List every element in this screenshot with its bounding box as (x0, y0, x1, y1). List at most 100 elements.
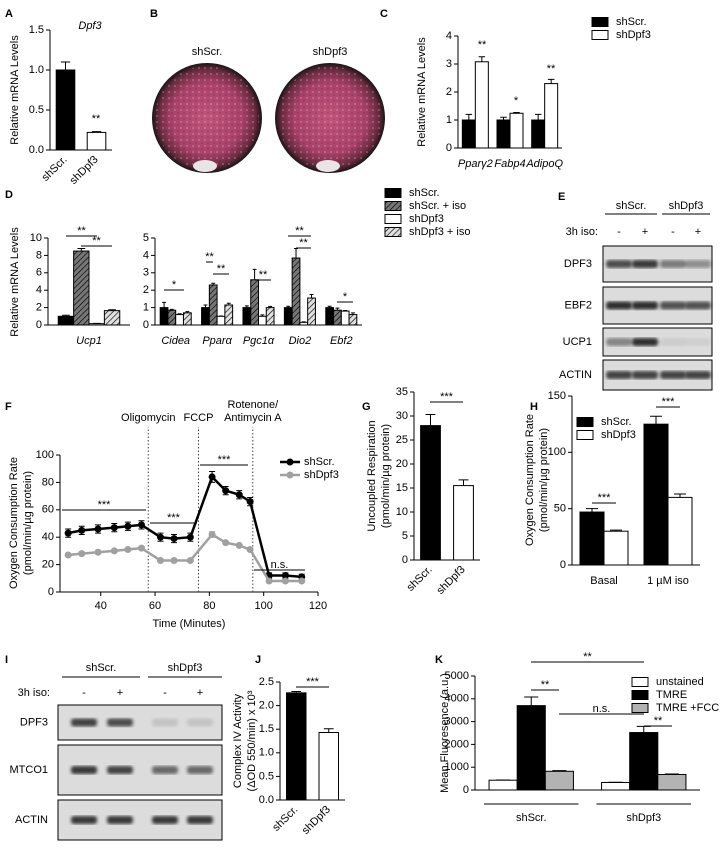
significance-label: ** (541, 679, 550, 691)
bar (509, 112, 524, 149)
blot-band (107, 718, 133, 727)
y-tick-label: 8 (36, 249, 42, 261)
bar (318, 732, 339, 801)
blot-band (660, 338, 686, 346)
significance-label: *** (167, 512, 181, 524)
bar (307, 297, 316, 326)
y-tick-label: 80 (42, 476, 54, 488)
legend-label: shScr. + iso (409, 200, 466, 212)
point (124, 546, 132, 554)
bar (283, 307, 293, 326)
point (110, 547, 118, 555)
x-tick-label: shDpf3 (435, 564, 468, 597)
bar (643, 423, 669, 566)
error-bar (534, 113, 542, 120)
panel-letter: D (5, 189, 13, 201)
y-tick-label: 2 (143, 284, 149, 296)
blot-band (632, 301, 658, 310)
group-label: shDpf3 (669, 200, 704, 212)
error-bar (323, 728, 334, 733)
blot-band (660, 301, 686, 310)
x-tick-label: 60 (149, 600, 161, 612)
significance-label: ** (547, 63, 556, 75)
y-axis-label: Oxygen Consumption Rate (524, 414, 536, 546)
blot-band (606, 371, 632, 379)
point (222, 487, 230, 495)
row-label: UCP1 (563, 336, 592, 348)
significance-label: ** (92, 113, 101, 125)
bar (516, 705, 546, 791)
blot-band (660, 371, 686, 379)
y-tick-label: 40 (42, 531, 54, 543)
blot-band (71, 766, 97, 774)
bar (461, 119, 476, 149)
y-tick-label: 100 (36, 449, 54, 461)
blot-band (685, 371, 711, 379)
y-tick-label: 5 (143, 232, 149, 244)
legend-label: shScr. (616, 16, 647, 28)
y-tick-label: 0.5 (29, 104, 44, 116)
point (94, 525, 102, 533)
bar (159, 307, 169, 326)
panel-letter: H (530, 401, 538, 413)
bar (250, 279, 260, 326)
dish-texture (155, 66, 259, 170)
treatment-title: 3h iso: (566, 226, 598, 238)
blot-band (107, 816, 133, 824)
legend-swatch (384, 188, 402, 198)
legend-swatch (576, 417, 594, 427)
x-tick-label: shDpf3 (626, 812, 661, 824)
error-bar (547, 78, 555, 84)
error-bar (465, 113, 473, 120)
bar (629, 732, 659, 791)
bar (420, 425, 441, 561)
error-bar (327, 305, 332, 308)
group-label: shScr. (86, 662, 117, 674)
point (281, 577, 289, 585)
significance-label: n.s. (593, 703, 611, 715)
blot-band (107, 766, 133, 774)
treatment-sign: - (82, 687, 86, 699)
error-bar (91, 131, 102, 133)
treatment-sign: + (695, 226, 701, 238)
x-tick-label: AdipoQ (525, 158, 563, 170)
bar (496, 119, 511, 149)
photo-label: shDpf3 (313, 46, 348, 58)
y-axis-label: Complex IV Activity (232, 693, 244, 788)
y-axis-label: (pmol/min/µg protein) (22, 471, 34, 575)
x-tick-label: Pparα (202, 335, 232, 347)
y-axis-label: Relative mRNA Levels (9, 35, 21, 145)
treatment-sign: - (671, 226, 675, 238)
significance-label: ** (77, 225, 86, 237)
legend-label: TMRE +FCCP (656, 702, 720, 714)
y-tick-label: 150 (548, 390, 566, 402)
point (235, 541, 243, 549)
chart-title: Dpf3 (78, 20, 102, 32)
error-bar (62, 314, 70, 317)
bar (258, 315, 267, 326)
error-bar (291, 690, 302, 693)
legend-swatch (384, 227, 402, 237)
bar (299, 321, 309, 326)
legend-label: shScr. (304, 456, 335, 468)
error-bar (177, 313, 182, 315)
y-tick-label: 1.5 (29, 24, 44, 36)
point (78, 526, 86, 534)
row-label: DPF3 (20, 716, 48, 728)
treatment-label: Antimycin A (224, 412, 282, 424)
significance-label: *** (440, 391, 454, 403)
error-bar (268, 305, 273, 308)
panel-letter: G (362, 401, 371, 413)
y-tick-label: 0.0 (29, 144, 44, 156)
y-tick-label: 0 (560, 559, 566, 571)
y-tick-label: 4000 (445, 693, 469, 705)
y-axis-label: Mean Fluoresence (a.u.) (439, 673, 451, 793)
dish-spot (193, 160, 217, 172)
x-tick-label: shScr. (270, 804, 300, 834)
blot-band (606, 301, 632, 310)
error-bar (162, 301, 166, 308)
x-tick-label: Cidea (161, 335, 190, 347)
group-label: shDpf3 (168, 662, 203, 674)
bar (603, 530, 629, 566)
